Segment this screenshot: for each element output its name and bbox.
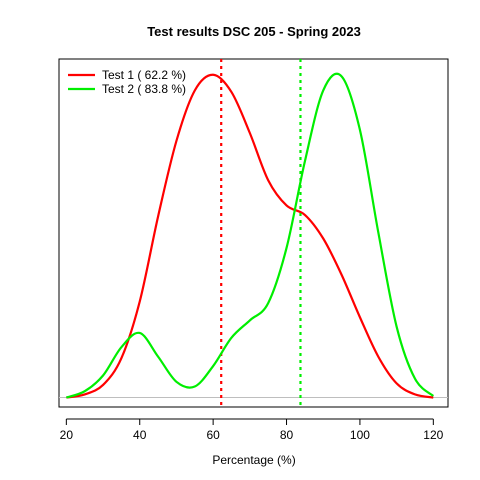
x-tick-label: 80 (280, 428, 294, 442)
density-curve-test-2 (65, 72, 435, 399)
chart-title: Test results DSC 205 - Spring 2023 (147, 24, 361, 39)
x-tick-label: 60 (206, 428, 220, 442)
legend-label-test-2: Test 2 ( 83.8 %) (102, 82, 186, 96)
x-tick-label: 120 (423, 428, 443, 442)
legend: Test 1 ( 62.2 %)Test 2 ( 83.8 %) (68, 68, 186, 96)
legend-label-test-1: Test 1 ( 62.2 %) (102, 68, 186, 82)
x-axis-label: Percentage (%) (212, 453, 295, 467)
x-tick-label: 20 (60, 428, 74, 442)
density-curve-test-1 (66, 73, 434, 399)
plot-frame (58, 58, 449, 408)
x-tick-label: 100 (350, 428, 370, 442)
x-tick-label: 40 (133, 428, 147, 442)
